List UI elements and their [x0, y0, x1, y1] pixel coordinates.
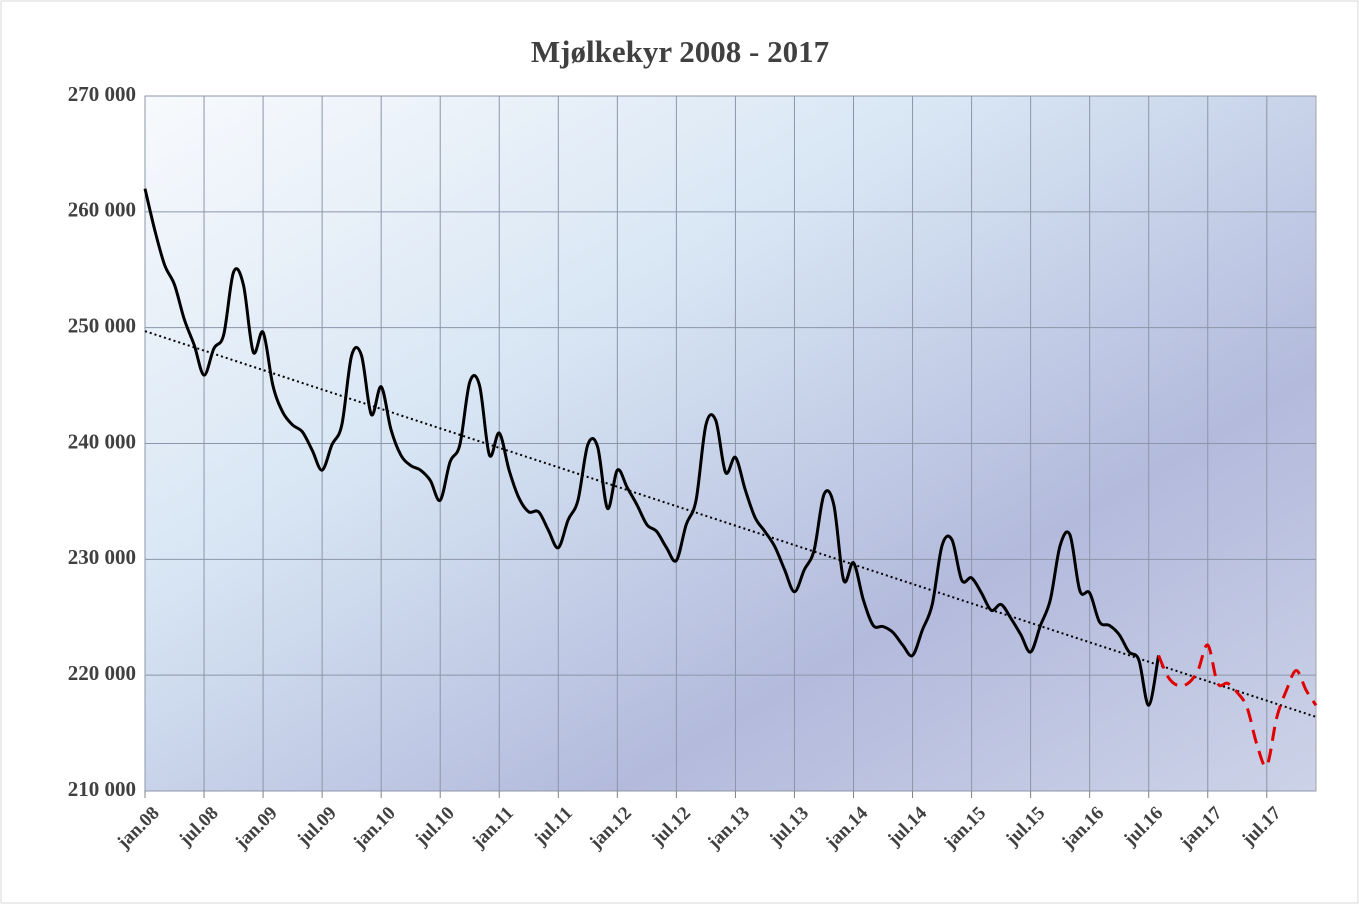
y-tick-label: 270 000	[68, 82, 136, 106]
y-tick-label: 210 000	[68, 777, 136, 801]
chart-title: Mjølkekyr 2008 - 2017	[531, 34, 829, 69]
trendline	[144, 330, 1317, 718]
y-tick-label: 250 000	[68, 313, 136, 337]
y-tick-label: 220 000	[68, 661, 136, 685]
data-line	[1157, 643, 1318, 768]
y-tick-label: 230 000	[68, 545, 136, 569]
y-tick-label: 260 000	[68, 198, 136, 222]
y-tick-label: 240 000	[68, 429, 136, 453]
data-line	[143, 188, 1161, 707]
